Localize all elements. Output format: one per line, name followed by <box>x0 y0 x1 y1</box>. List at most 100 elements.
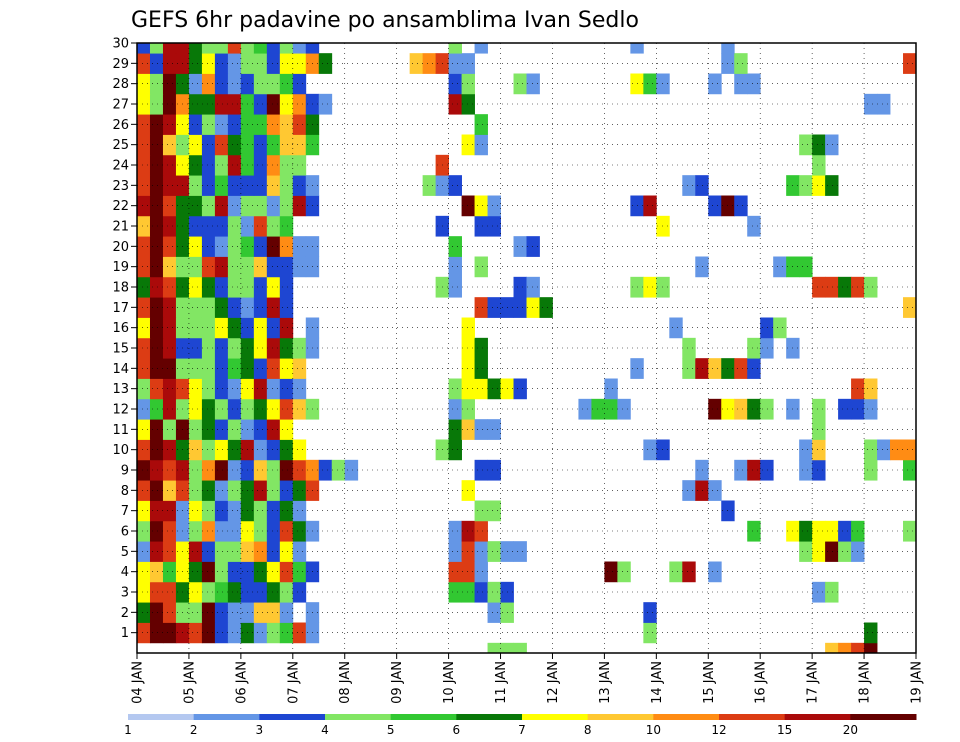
heatmap-cell <box>864 93 878 115</box>
heatmap-cell <box>201 561 216 583</box>
heatmap-cell <box>227 520 242 542</box>
heatmap-cell <box>825 541 839 562</box>
heatmap-cell <box>214 114 229 135</box>
heatmap-cell <box>266 358 281 379</box>
heatmap-cell <box>474 134 488 156</box>
heatmap-cell <box>487 297 501 318</box>
heatmap-cell <box>292 480 307 501</box>
heatmap-cell <box>279 419 294 440</box>
heatmap-cell <box>643 73 657 95</box>
heatmap-cell <box>266 581 281 603</box>
chart-title: GEFS 6hr padavine po ansamblima Ivan Sed… <box>131 8 639 33</box>
heatmap-cell <box>292 520 307 542</box>
heatmap-cell <box>137 398 151 420</box>
heatmap-cell <box>214 419 229 440</box>
heatmap-cell <box>461 561 475 583</box>
heatmap-cell <box>760 337 774 359</box>
heatmap-cell <box>253 53 268 74</box>
heatmap-cell <box>266 53 281 74</box>
heatmap-cell <box>137 419 151 440</box>
colorbar-swatch <box>522 714 589 720</box>
heatmap-cell <box>201 317 216 339</box>
heatmap-cell <box>266 73 281 95</box>
heatmap-cell <box>747 398 761 420</box>
heatmap-cell <box>279 500 294 522</box>
heatmap-cell <box>162 439 177 461</box>
heatmap-cell <box>825 175 839 196</box>
heatmap-cell <box>266 622 281 644</box>
heatmap-cell <box>253 480 268 501</box>
heatmap-cell <box>149 419 164 440</box>
heatmap-cell <box>474 215 488 237</box>
heatmap-cell <box>279 581 294 603</box>
heatmap-cell <box>201 459 216 481</box>
heatmap-cell <box>695 459 709 481</box>
heatmap-cell <box>214 561 229 583</box>
heatmap-cell <box>279 43 294 54</box>
heatmap-cell <box>201 195 216 217</box>
heatmap-cell <box>253 276 268 298</box>
heatmap-cell <box>643 276 657 298</box>
heatmap-cell <box>292 93 307 115</box>
heatmap-cell <box>149 175 164 196</box>
heatmap-cell <box>253 358 268 379</box>
heatmap-cell <box>162 358 177 379</box>
heatmap-cell <box>799 175 813 196</box>
heatmap-cell <box>162 602 177 623</box>
heatmap-cell <box>214 215 229 237</box>
heatmap-cell <box>149 195 164 217</box>
heatmap-cell <box>188 297 203 318</box>
heatmap-cell <box>227 297 242 318</box>
heatmap-cell <box>292 398 307 420</box>
heatmap-cell <box>903 520 917 542</box>
heatmap-cell <box>747 358 761 379</box>
y-tick-label: 5 <box>121 545 129 560</box>
heatmap-cell <box>474 337 488 359</box>
heatmap-cell <box>604 378 618 400</box>
heatmap-cell <box>162 93 177 115</box>
heatmap-cell <box>227 358 242 379</box>
heatmap-cell <box>214 398 229 420</box>
heatmap-cell <box>214 43 229 54</box>
heatmap-cell <box>227 480 242 501</box>
heatmap-cell <box>448 520 462 542</box>
heatmap-cell <box>137 256 151 278</box>
heatmap-cell <box>188 317 203 339</box>
heatmap-cell <box>227 419 242 440</box>
heatmap-cell <box>201 500 216 522</box>
heatmap-cell <box>214 459 229 481</box>
heatmap-cell <box>812 175 826 196</box>
colorbar-swatch <box>193 714 260 720</box>
heatmap-cell <box>682 337 696 359</box>
heatmap-cell <box>877 439 891 461</box>
y-tick-label: 27 <box>112 98 129 113</box>
heatmap-cell <box>227 561 242 583</box>
heatmap-cell <box>864 459 878 481</box>
heatmap-cell <box>188 622 203 644</box>
heatmap-cell <box>201 73 216 95</box>
heatmap-cell <box>227 175 242 196</box>
heatmap-cell <box>279 114 294 135</box>
heatmap-cell <box>448 581 462 603</box>
heatmap-cell <box>188 561 203 583</box>
x-tick-label: 15 JAN <box>702 661 717 704</box>
y-tick-label: 15 <box>112 342 129 357</box>
heatmap-cell <box>617 398 631 420</box>
heatmap-cell <box>149 581 164 603</box>
heatmap-cell <box>149 500 164 522</box>
heatmap-cell <box>214 622 229 644</box>
heatmap-cell <box>448 73 462 95</box>
heatmap-cell <box>253 297 268 318</box>
heatmap-cell <box>656 439 670 461</box>
heatmap-cell <box>227 195 242 217</box>
heatmap-cell <box>461 317 475 339</box>
heatmap-cell <box>409 53 424 74</box>
heatmap-cell <box>487 541 501 562</box>
y-tick-label: 18 <box>112 281 129 296</box>
heatmap-cell <box>253 520 268 542</box>
heatmap-cell <box>708 398 722 420</box>
heatmap-cell <box>799 256 813 278</box>
heatmap-cell <box>474 114 488 135</box>
heatmap-cell <box>461 541 475 562</box>
